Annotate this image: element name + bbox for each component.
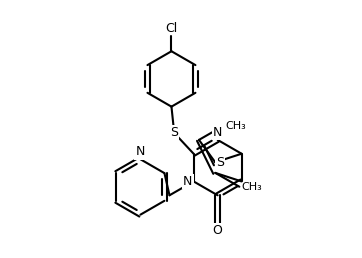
Text: Cl: Cl [165,22,178,35]
Text: CH₃: CH₃ [241,182,262,192]
Text: CH₃: CH₃ [225,121,246,131]
Text: S: S [216,156,224,169]
Text: S: S [170,126,178,140]
Text: N: N [183,175,193,188]
Text: O: O [212,224,223,237]
Text: N: N [136,145,145,158]
Text: N: N [213,126,222,139]
